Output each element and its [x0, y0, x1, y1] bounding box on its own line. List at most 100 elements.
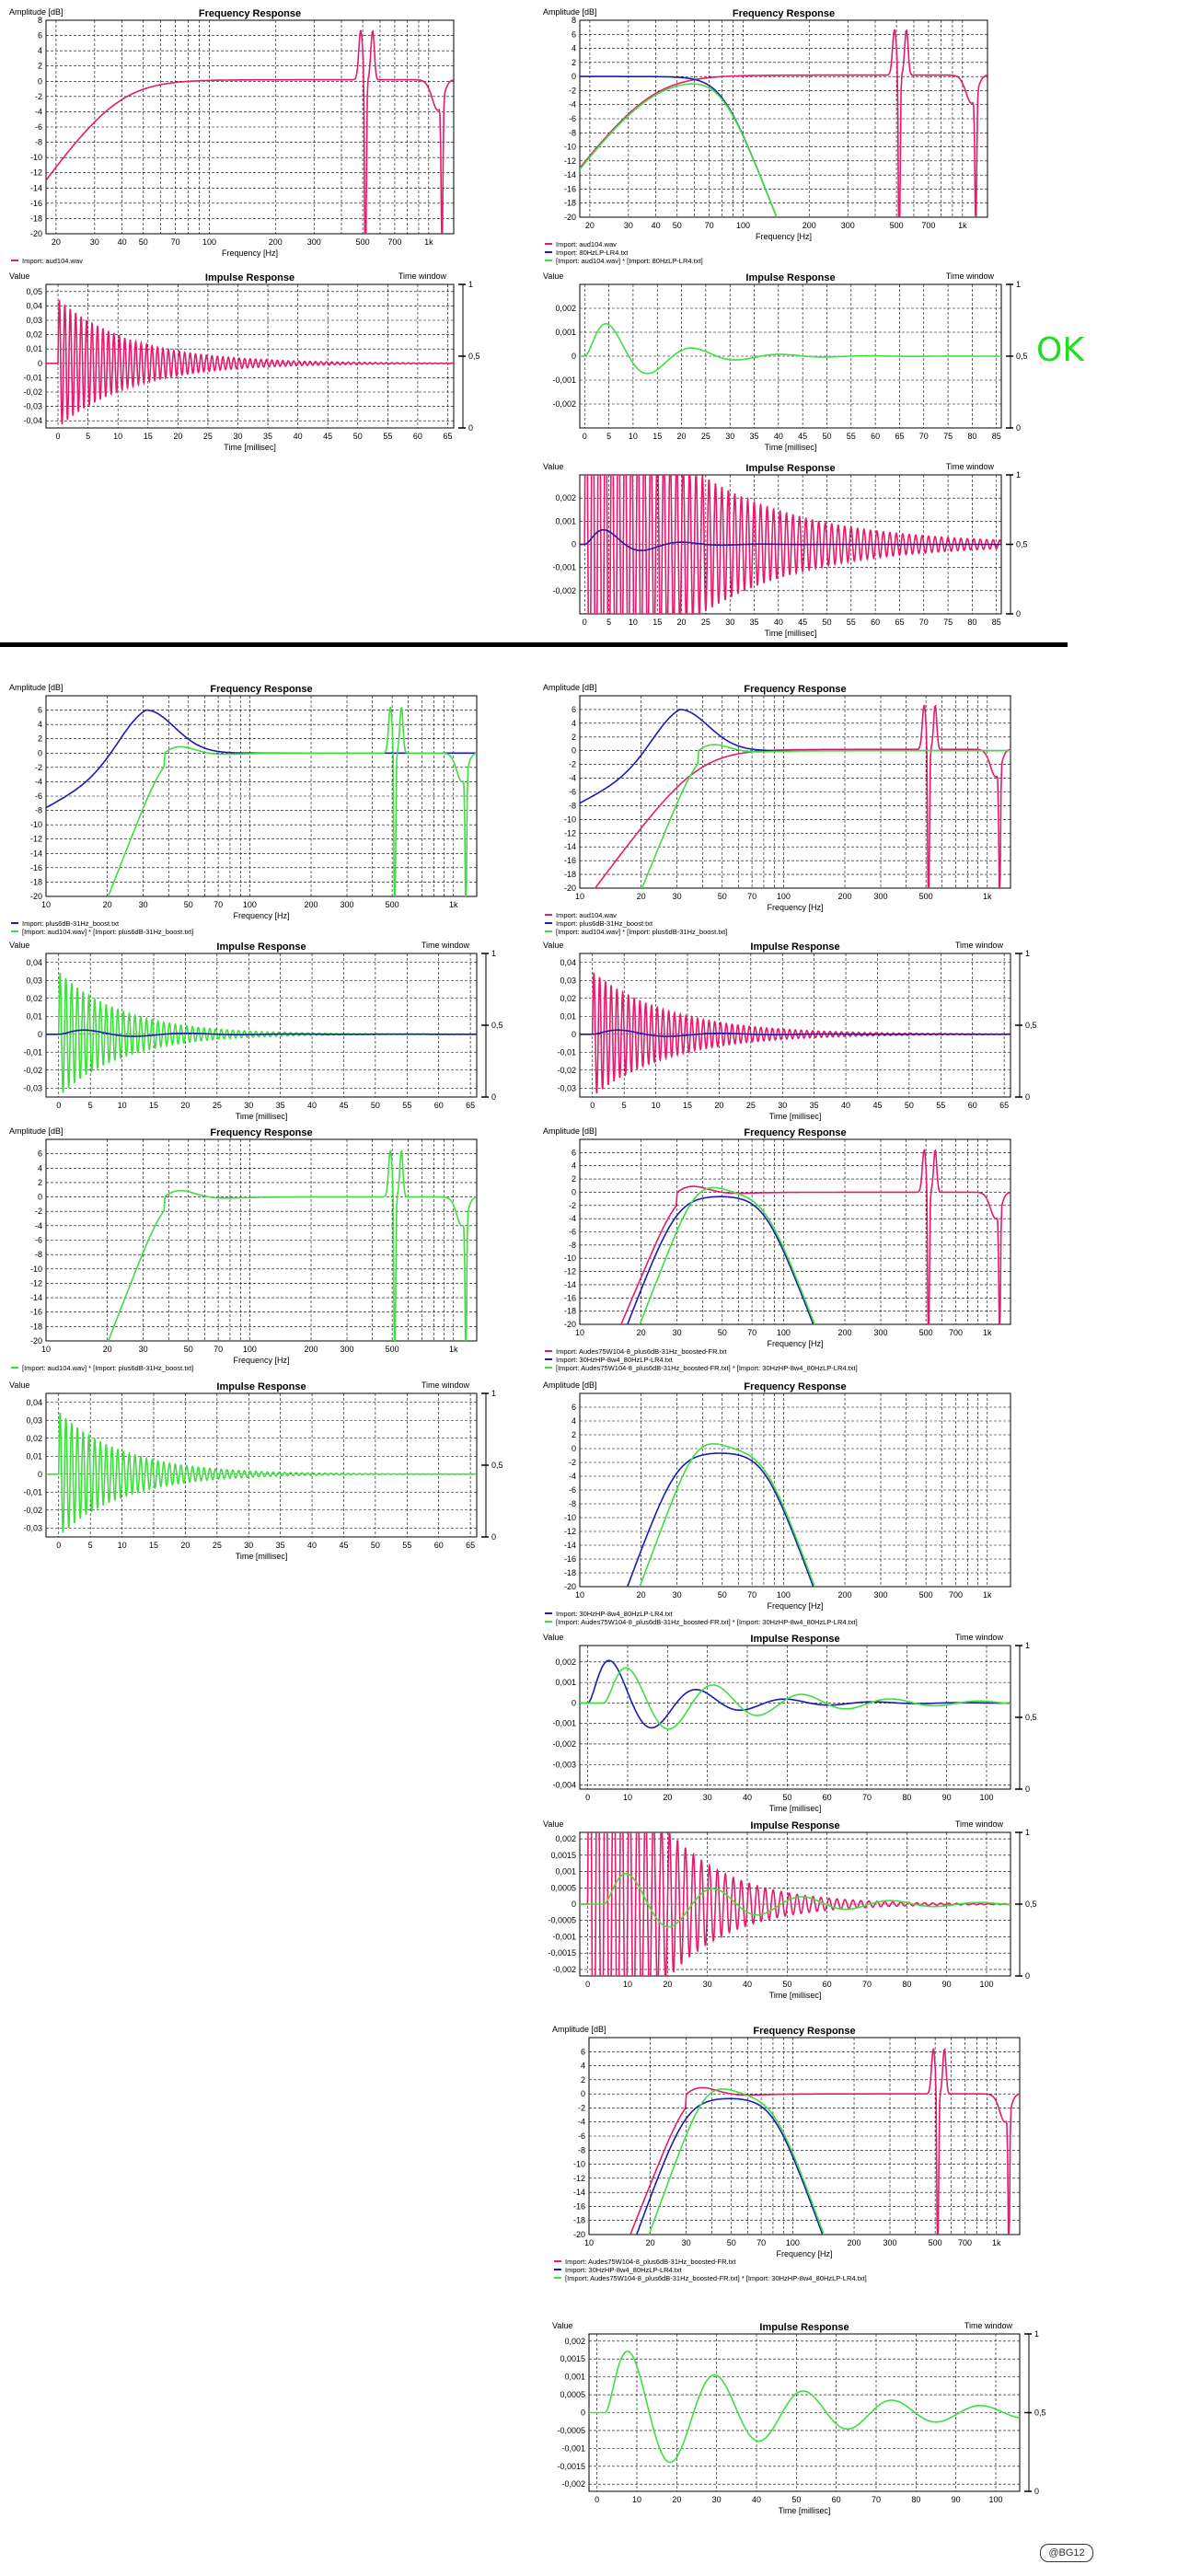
x-tick-label: 40 [743, 1793, 752, 1802]
y-tick-label: 0,002 [564, 2337, 585, 2346]
y-tick-label: -4 [569, 1472, 576, 1481]
y-tick-label: -8 [569, 1499, 576, 1508]
x-tick-label: 15 [144, 432, 153, 441]
time-window-label: Time window [955, 1819, 1004, 1829]
x-tick-label: 25 [701, 432, 710, 441]
y-tick-label: 0,01 [26, 1011, 42, 1021]
chart-svg: Impulse Response Value Time window Time [mi… [552, 2321, 1046, 2515]
y-tick-label: 4 [38, 46, 42, 55]
chart-svg: Impulse Response Value Time window Time [mi… [543, 941, 1037, 1121]
x-tick-label: 90 [942, 1793, 952, 1802]
y-axis-label: Amplitude [dB] [9, 1126, 64, 1136]
x-tick-label: 10 [623, 1980, 632, 1989]
x-axis-label: Time [millisec] [765, 629, 817, 638]
x-tick-label: 65 [895, 618, 904, 627]
y-tick-label: 2 [572, 1430, 576, 1439]
y-tick-label: -0,03 [557, 1083, 576, 1092]
x-tick-label: 300 [884, 2238, 897, 2247]
series-line [580, 1667, 1011, 1730]
x-tick-label: 300 [874, 1590, 888, 1600]
y-tick-label: -0,001 [552, 1932, 576, 1941]
window-tick-label: 0 [491, 1092, 496, 1102]
y-tick-label: -6 [569, 1228, 576, 1237]
y-tick-label: 4 [581, 2062, 585, 2071]
series-line [594, 704, 1011, 888]
y-tick-label: 0,03 [26, 976, 42, 985]
x-tick-label: 20 [663, 1980, 672, 1989]
series-line [641, 744, 1011, 888]
y-tick-label: 0,02 [26, 994, 42, 1003]
x-tick-label: 0 [590, 1101, 595, 1110]
x-tick-label: 40 [841, 1101, 850, 1110]
window-tick-label: 1 [491, 1389, 496, 1398]
chart-svg: Frequency Response Amplitude [dB] Frequenc… [543, 7, 988, 265]
x-tick-label: 40 [118, 237, 127, 247]
chart-title: Impulse Response [759, 2322, 849, 2333]
x-tick-label: 60 [413, 432, 422, 441]
series-line [46, 29, 454, 234]
x-tick-label: 25 [213, 1541, 222, 1550]
y-tick-label: 0 [572, 1900, 576, 1909]
x-tick-label: 55 [383, 432, 392, 441]
x-tick-label: 20 [714, 1101, 723, 1110]
window-tick-label: 0 [1016, 609, 1021, 618]
x-tick-label: 70 [214, 900, 223, 909]
legend-entry: Import: 30HzHP-8w4_80HzLP-LR4.txt [565, 2266, 683, 2274]
y-tick-label: 4 [572, 44, 576, 53]
x-tick-label: 50 [139, 237, 148, 247]
x-tick-label: 0 [56, 1541, 61, 1550]
y-tick-label: -12 [564, 1267, 576, 1276]
y-tick-label: -2 [569, 1201, 576, 1210]
y-axis-label: Amplitude [dB] [543, 7, 597, 17]
chart-title: Impulse Response [216, 1381, 306, 1392]
x-tick-label: 20 [663, 1793, 672, 1802]
window-tick-label: 0 [1034, 2487, 1039, 2496]
x-tick-label: 50 [782, 1980, 791, 1989]
ir-chart-3: Impulse Response Value Time window Time [mi… [541, 460, 1029, 640]
series-line [620, 1149, 1011, 1324]
y-tick-label: 0 [572, 1444, 576, 1453]
y-axis-label: Amplitude [dB] [552, 2025, 606, 2034]
legend-entry: [Import: aud104.wav] * [Import: 80HzLP-L… [556, 257, 703, 265]
ir-chart-6: Impulse Response Value Time window Time [mi… [7, 1379, 504, 1563]
y-tick-label: 0,02 [560, 994, 576, 1003]
ir-chart-2: Impulse Response Value Time window Time [mi… [541, 270, 1029, 454]
x-tick-label: 700 [387, 237, 401, 247]
chart-title: Impulse Response [745, 463, 835, 474]
x-tick-label: 200 [269, 237, 283, 247]
chart-title: Frequency Response [210, 684, 312, 695]
y-tick-label: -2 [35, 763, 42, 772]
window-tick-label: 0 [1016, 423, 1021, 433]
y-tick-label: -16 [564, 1293, 576, 1302]
plot-area [45, 283, 455, 429]
x-tick-label: 1k [449, 1345, 458, 1354]
x-tick-label: 200 [305, 1345, 318, 1354]
y-tick-label: -12 [30, 1278, 42, 1288]
y-tick-label: -2 [569, 1458, 576, 1467]
x-tick-label: 15 [653, 432, 662, 441]
y-tick-label: 2 [38, 734, 42, 744]
x-tick-label: 25 [213, 1101, 222, 1110]
ir-chart-4: Impulse Response Value Time window Time [mi… [7, 939, 504, 1123]
y-tick-label: -0,002 [552, 1739, 576, 1749]
x-tick-label: 10 [584, 2238, 594, 2247]
y-tick-label: -18 [30, 214, 42, 223]
y-tick-label: 0,002 [555, 1658, 576, 1667]
y-tick-label: -18 [30, 877, 42, 886]
y-tick-label: -16 [564, 1554, 576, 1564]
x-tick-label: 5 [86, 432, 90, 441]
x-tick-label: 15 [653, 618, 662, 627]
y-tick-label: 0,03 [26, 316, 42, 325]
y-tick-label: -20 [564, 1582, 576, 1591]
series-line [107, 1149, 477, 1341]
x-tick-label: 100 [736, 221, 750, 230]
y-tick-label: 0,01 [26, 1451, 42, 1461]
x-tick-label: 10 [623, 1793, 632, 1802]
x-axis-label: Time [millisec] [765, 443, 817, 452]
x-tick-label: 20 [180, 1101, 190, 1110]
fr-chart-4: Frequency Response Amplitude [dB] Frequenc… [541, 681, 1038, 939]
x-tick-label: 500 [386, 900, 399, 909]
x-tick-label: 70 [747, 1328, 756, 1337]
x-tick-label: 40 [307, 1541, 317, 1550]
x-tick-label: 700 [949, 1590, 963, 1600]
